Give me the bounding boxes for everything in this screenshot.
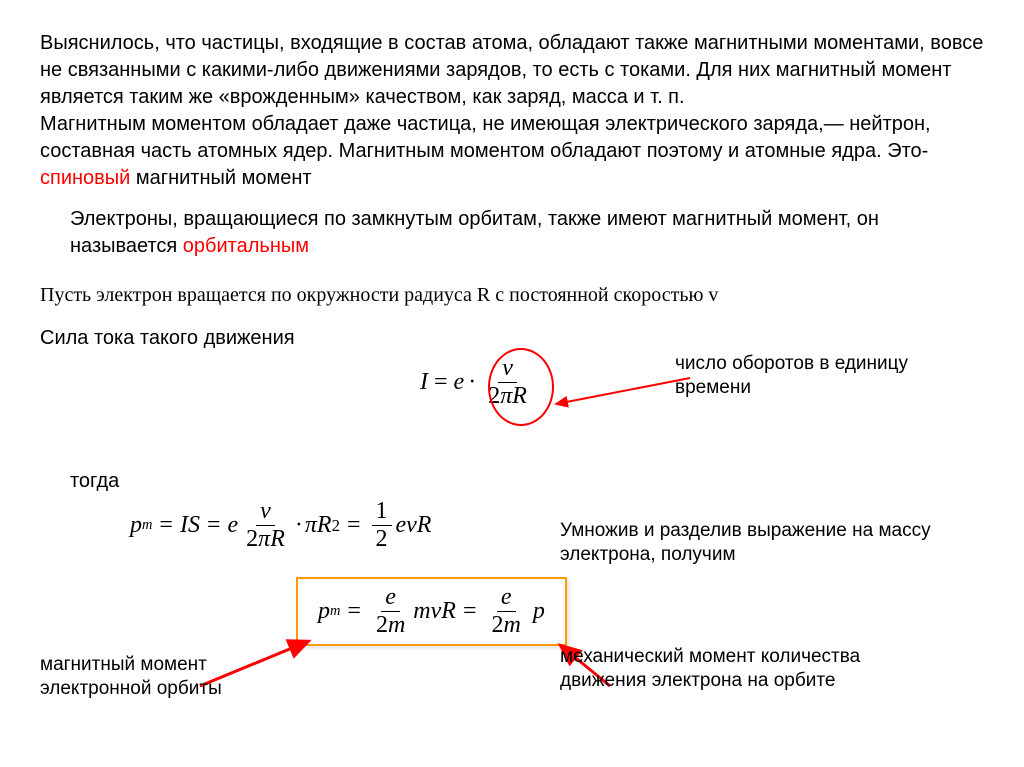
label-magnetic-moment: магнитный момент электронной орбиты (40, 653, 260, 701)
formula-pm-row: pm = IS = e v 2πR · πR2 = 1 2 evR Умножи… (40, 499, 984, 571)
paragraph-assumption: Пусть электрон вращается по окружности р… (40, 282, 984, 309)
label-rotations: число оборотов в единицу времени (675, 352, 935, 400)
para1-red: спиновый (40, 167, 130, 189)
paragraph-current: Сила тока такого движения (40, 325, 984, 352)
paragraph-orbital: Электроны, вращающиеся по замкнутым орби… (70, 206, 984, 260)
paragraph-spin: Выяснилось, что частицы, входящие в сост… (40, 30, 984, 192)
f2-t2-num: v (256, 499, 275, 526)
para1-prefix: Выяснилось, что частицы, входящие в сост… (40, 32, 983, 162)
formula-current-row: I = e · v 2πR число оборотов в единицу в… (40, 356, 984, 428)
f2-t3-den: 2 (372, 526, 392, 552)
para2-red: орбитальным (183, 235, 309, 257)
f2-t3-num: 1 (372, 499, 392, 526)
f2-t1: IS (180, 512, 200, 539)
formula-pm: pm = IS = e v 2πR · πR2 = 1 2 evR (130, 499, 431, 552)
paragraph-then: тогда (70, 468, 984, 495)
f2-t2-frac: v 2πR (242, 499, 289, 552)
f2-t2-factor: e (228, 512, 239, 539)
para1-suffix: магнитный момент (130, 167, 311, 189)
label-mechanical-moment: механический момент количества движения … (560, 645, 880, 693)
f2-t3-frac: 1 2 (372, 499, 392, 552)
formula-boxed-row: pm = e 2m mvR = e 2m p (40, 571, 984, 691)
label-multiply: Умножив и разделив выражение на массу эл… (560, 519, 960, 567)
f2-t3-tail: evR (396, 512, 432, 539)
